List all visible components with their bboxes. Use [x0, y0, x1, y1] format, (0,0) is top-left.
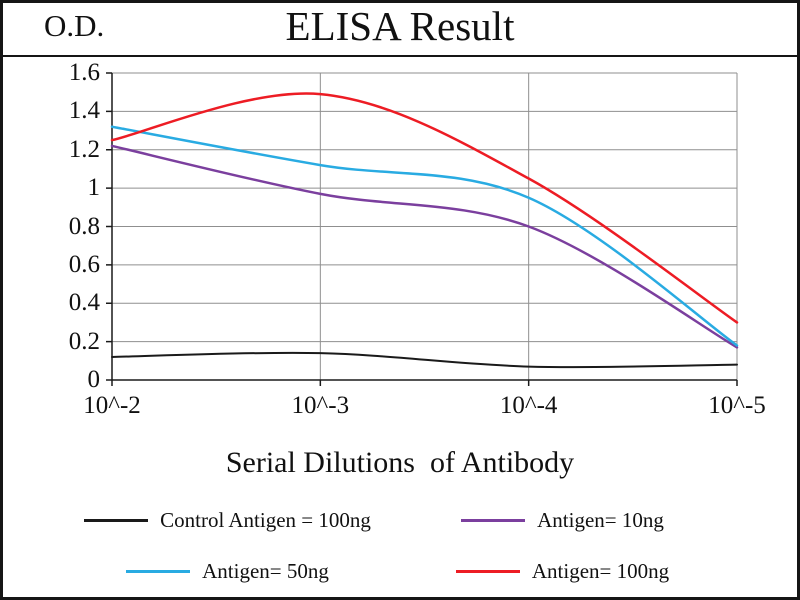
- legend-label: Control Antigen = 100ng: [160, 508, 371, 532]
- y-tick-label: 0: [87, 366, 101, 393]
- legend-label: Antigen= 50ng: [202, 559, 329, 583]
- legend-swatch: [461, 519, 526, 522]
- legend: Control Antigen = 100ng Antigen= 10ng Anti…: [55, 508, 735, 584]
- y-tick-label: 0.4: [68, 289, 100, 317]
- legend-item: Control Antigen = 100ng: [55, 508, 400, 533]
- series-line-1: [110, 144, 739, 349]
- y-tick-label: 1.2: [68, 135, 100, 163]
- y-axis-title: O.D.: [44, 8, 105, 43]
- series-line-3: [110, 92, 739, 324]
- y-tick-label: 1.6: [68, 59, 100, 86]
- gridlines: [111, 72, 738, 381]
- x-tick-label: 10^-4: [499, 392, 558, 419]
- legend-label: Antigen= 10ng: [537, 508, 664, 532]
- legend-item: Antigen= 10ng: [400, 508, 725, 533]
- legend-swatch: [455, 570, 520, 573]
- header-divider: [3, 55, 797, 57]
- axes: [106, 72, 738, 386]
- legend-item: Antigen= 100ng: [400, 559, 725, 584]
- x-tick-label: 10^-5: [708, 392, 766, 419]
- series-line-2: [110, 125, 739, 347]
- legend-item: Antigen= 50ng: [55, 559, 400, 584]
- chart-title: ELISA Result: [285, 3, 515, 49]
- y-tick-label: 0.2: [68, 327, 100, 355]
- y-tick-label: 0.8: [68, 212, 100, 240]
- y-tick-label: 1: [87, 174, 101, 202]
- y-tick-label: 1.4: [68, 97, 100, 125]
- x-tick-label: 10^-2: [83, 392, 141, 419]
- x-tick-label: 10^-3: [291, 392, 350, 419]
- legend-label: Antigen= 100ng: [531, 559, 670, 583]
- x-axis-title: Serial Dilutions of Antibody: [225, 446, 575, 479]
- y-tick-label: 0.6: [68, 250, 100, 278]
- legend-swatch: [84, 519, 149, 522]
- legend-swatch: [126, 570, 191, 573]
- series-line-0: [111, 351, 738, 369]
